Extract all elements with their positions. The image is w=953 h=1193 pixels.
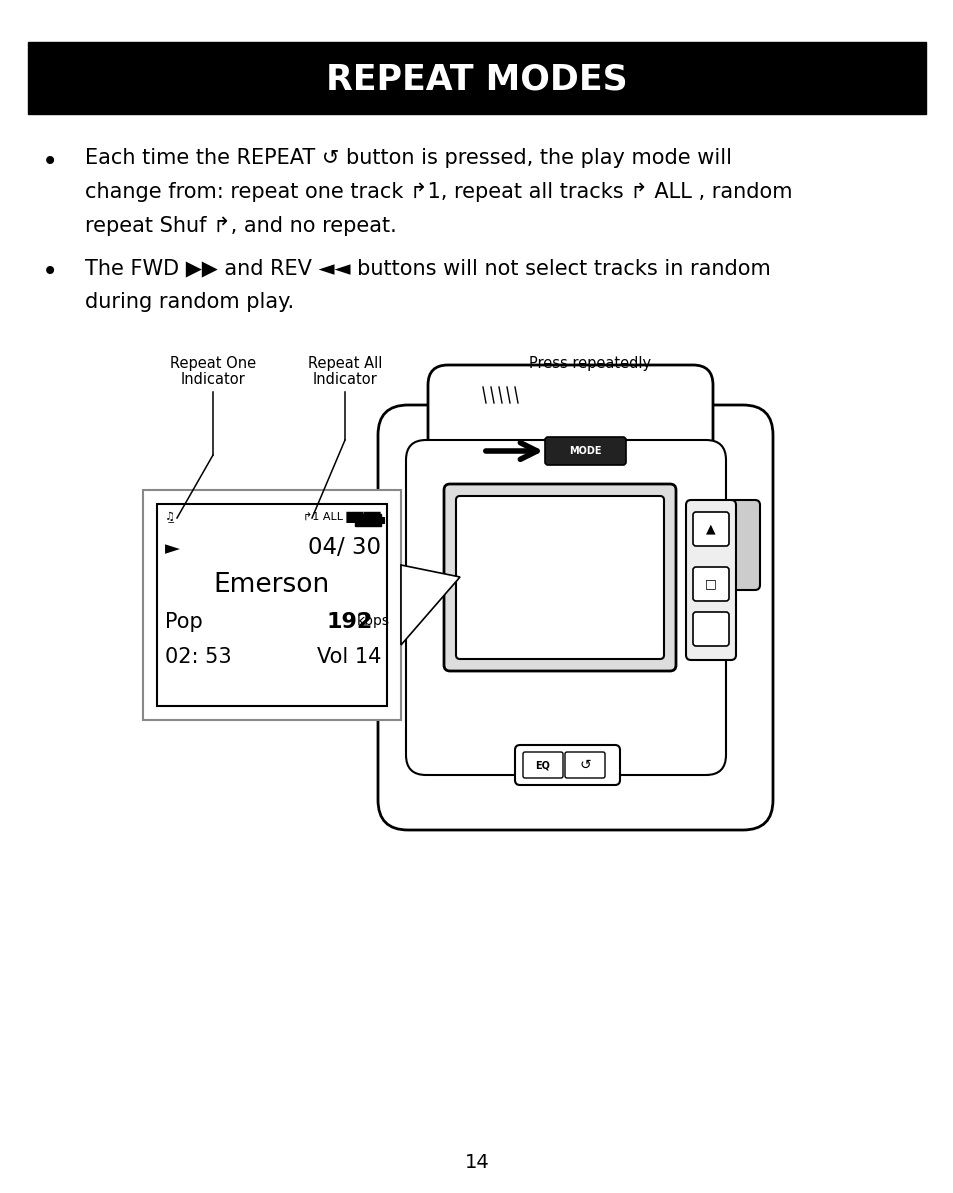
Text: ►: ► (165, 539, 180, 558)
FancyBboxPatch shape (692, 512, 728, 546)
FancyBboxPatch shape (685, 500, 735, 660)
Bar (28, 42, 925, 115)
FancyBboxPatch shape (456, 496, 663, 659)
Text: •: • (42, 258, 58, 286)
Bar (143, 490, 400, 721)
Text: Press repeatedly: Press repeatedly (528, 356, 650, 371)
FancyBboxPatch shape (522, 752, 562, 778)
FancyBboxPatch shape (443, 484, 676, 670)
Text: ↱1 ALL ████: ↱1 ALL ████ (303, 512, 380, 524)
Text: Indicator: Indicator (313, 372, 377, 387)
Text: during random play.: during random play. (85, 292, 294, 313)
Text: □: □ (704, 577, 716, 591)
Text: •: • (42, 148, 58, 177)
Text: ↺: ↺ (578, 758, 590, 772)
Text: 192: 192 (327, 612, 373, 632)
Text: Vol 14: Vol 14 (316, 647, 380, 667)
Polygon shape (400, 565, 459, 645)
Text: Repeat One: Repeat One (170, 356, 255, 371)
Text: repeat Shuf ↱, and no repeat.: repeat Shuf ↱, and no repeat. (85, 216, 396, 236)
Bar (380, 517, 384, 523)
Text: 04/ 30: 04/ 30 (308, 536, 380, 560)
Text: ▲: ▲ (705, 523, 715, 536)
Bar (355, 514, 380, 526)
FancyBboxPatch shape (515, 744, 619, 785)
Text: Each time the REPEAT ↺ button is pressed, the play mode will: Each time the REPEAT ↺ button is pressed… (85, 148, 731, 168)
Text: 02: 53: 02: 53 (165, 647, 232, 667)
Text: change from: repeat one track ↱1, repeat all tracks ↱ ALL , random: change from: repeat one track ↱1, repeat… (85, 183, 792, 202)
FancyBboxPatch shape (544, 437, 625, 465)
Text: kbps: kbps (356, 614, 390, 628)
Text: EQ: EQ (535, 760, 550, 769)
Text: Repeat All: Repeat All (308, 356, 382, 371)
Text: Pop: Pop (165, 612, 203, 632)
Text: Indicator: Indicator (180, 372, 245, 387)
FancyBboxPatch shape (727, 500, 760, 591)
FancyBboxPatch shape (692, 567, 728, 601)
FancyBboxPatch shape (377, 404, 772, 830)
Text: MODE: MODE (568, 446, 600, 456)
FancyBboxPatch shape (692, 612, 728, 645)
Text: 14: 14 (464, 1154, 489, 1173)
Text: Emerson: Emerson (213, 571, 330, 598)
Text: The FWD ▶▶ and REV ◄◄ buttons will not select tracks in random: The FWD ▶▶ and REV ◄◄ buttons will not s… (85, 258, 770, 278)
FancyBboxPatch shape (406, 440, 725, 775)
Text: ♫̲: ♫̲ (165, 512, 174, 524)
Bar (157, 503, 387, 706)
FancyBboxPatch shape (564, 752, 604, 778)
Text: REPEAT MODES: REPEAT MODES (326, 62, 627, 95)
FancyBboxPatch shape (428, 365, 712, 505)
